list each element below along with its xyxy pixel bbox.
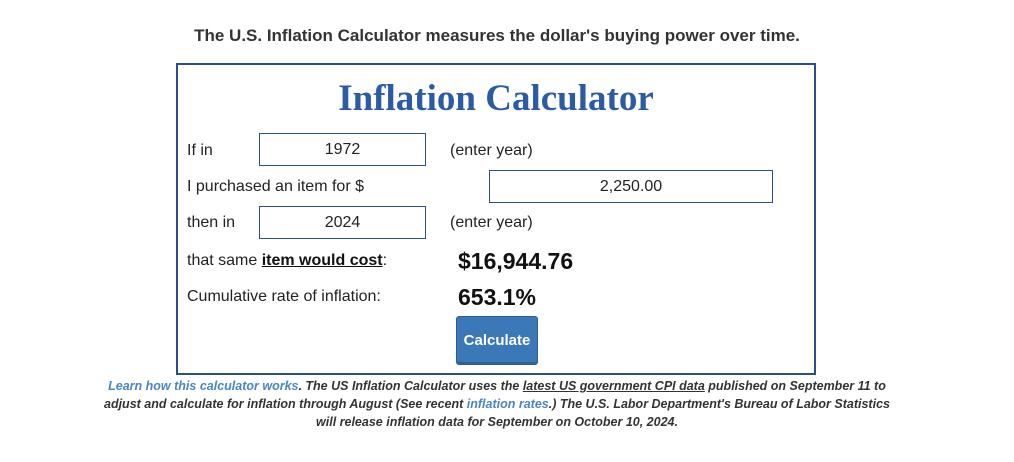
item-would-cost-link[interactable]: item would cost [261, 252, 383, 269]
calculate-button[interactable]: Calculate [456, 316, 538, 365]
item-cost-result: $16,944.76 [458, 248, 574, 274]
item-cost-label-suffix: : [382, 252, 388, 269]
cpi-data-link[interactable]: latest US government CPI data [522, 379, 705, 393]
cumulative-inflation-result: 653.1% [458, 284, 537, 310]
purchased-amount-label: I purchased an item for $ [187, 178, 364, 195]
footer-text-1: . The US Inflation Calculator uses the [298, 379, 523, 393]
learn-how-link[interactable]: Learn how this calculator works [108, 379, 299, 393]
amount-input[interactable] [489, 170, 773, 203]
footer-text-3: .) The U.S. Labor Department's Bureau of… [316, 397, 890, 429]
end-year-input[interactable] [259, 206, 426, 239]
item-cost-label-prefix: that same [187, 252, 262, 269]
if-in-label: If in [187, 142, 213, 159]
inflation-calculator-panel: Inflation Calculator If in (enter year) … [176, 63, 816, 375]
then-in-label: then in [187, 214, 236, 231]
start-year-input[interactable] [259, 133, 426, 166]
cumulative-inflation-label: Cumulative rate of inflation: [187, 288, 381, 305]
calculator-title: Inflation Calculator [338, 78, 654, 119]
footer-note: Learn how this calculator works. The US … [100, 377, 894, 431]
page-tagline: The U.S. Inflation Calculator measures t… [194, 26, 800, 45]
item-cost-label: that same item would cost: [187, 252, 387, 270]
inflation-rates-link[interactable]: inflation rates [466, 397, 549, 411]
footer-text-2: published on September 11 to adjust and … [104, 379, 886, 411]
enter-year-hint: (enter year) [450, 142, 533, 159]
enter-year-hint: (enter year) [450, 214, 533, 231]
